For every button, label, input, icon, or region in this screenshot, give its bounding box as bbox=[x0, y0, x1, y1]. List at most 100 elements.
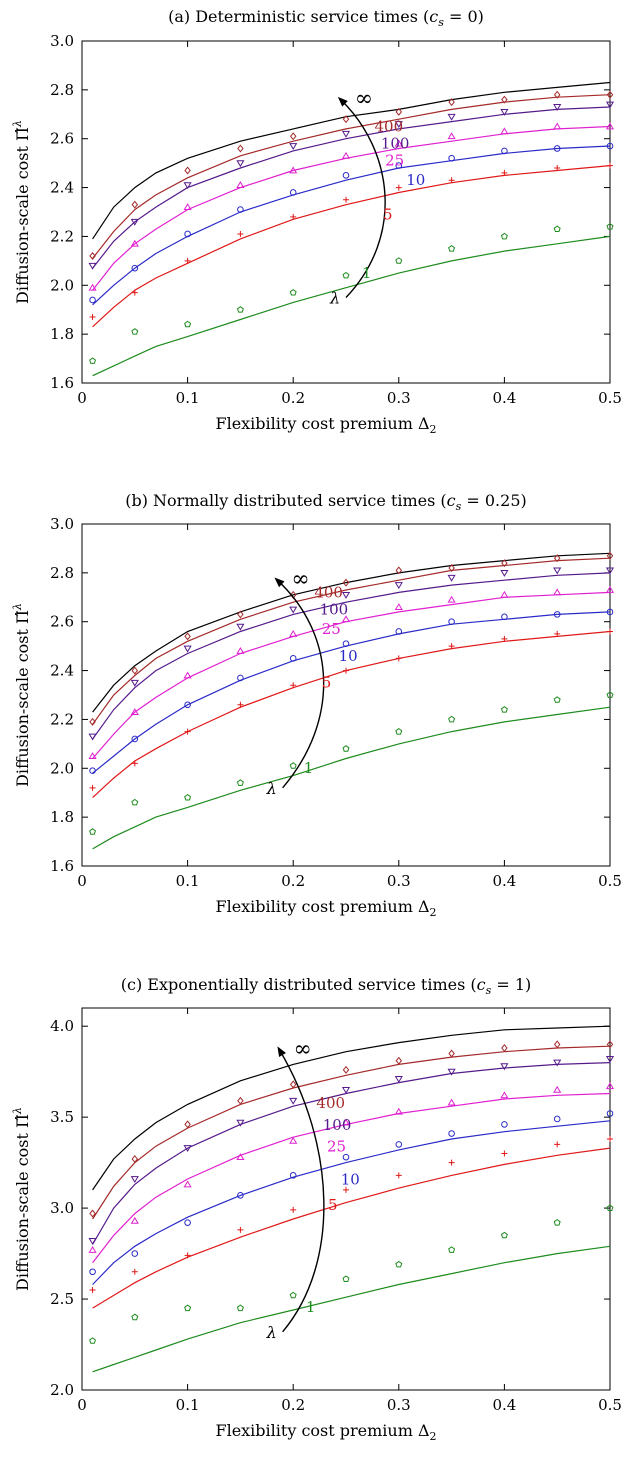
marker-25 bbox=[183, 671, 192, 679]
x-tick-label: 0.2 bbox=[281, 389, 305, 407]
arrow-label-lambda: λ bbox=[266, 779, 277, 798]
direction-arrow bbox=[278, 1049, 325, 1333]
y-tick-label: 2.0 bbox=[50, 1381, 74, 1399]
series-label-1: 1 bbox=[362, 264, 372, 282]
series-label-5: 5 bbox=[322, 674, 332, 692]
marker-5 bbox=[395, 655, 402, 662]
marker-400 bbox=[395, 107, 403, 116]
marker-1 bbox=[553, 1218, 561, 1226]
x-tick-label: 0.5 bbox=[598, 1396, 621, 1414]
marker-100 bbox=[605, 1056, 615, 1063]
marker-25 bbox=[553, 122, 562, 130]
marker-10 bbox=[342, 172, 350, 179]
marker-25 bbox=[183, 203, 192, 211]
marker-25 bbox=[289, 1136, 298, 1144]
series-line-10 bbox=[92, 145, 611, 306]
marker-400 bbox=[89, 717, 96, 726]
y-tick-label: 4.0 bbox=[50, 1017, 74, 1035]
marker-400 bbox=[448, 563, 455, 572]
marker-25 bbox=[394, 1107, 403, 1115]
chart-title: (a) Deterministic service times (cs = 0) bbox=[168, 7, 484, 29]
marker-400 bbox=[342, 115, 350, 124]
y-tick-label: 2.4 bbox=[50, 179, 74, 197]
marker-10 bbox=[606, 1110, 614, 1117]
marker-5 bbox=[501, 635, 508, 642]
marker-5 bbox=[89, 1286, 96, 1293]
marker-10 bbox=[553, 1115, 561, 1123]
marker-5 bbox=[343, 196, 349, 203]
series-line-10 bbox=[92, 611, 611, 774]
marker-1 bbox=[342, 271, 350, 279]
y-tick-label: 2.6 bbox=[50, 613, 74, 631]
series-label-1: 1 bbox=[306, 1298, 316, 1316]
y-axis-label: Diffusion-scale cost Π̂λ bbox=[11, 1107, 32, 1291]
marker-100 bbox=[605, 101, 615, 109]
x-tick-label: 0.4 bbox=[492, 872, 516, 890]
marker-400 bbox=[89, 1209, 96, 1218]
marker-25 bbox=[605, 585, 615, 593]
marker-100 bbox=[183, 182, 192, 190]
arrow-label-infinity: ∞ bbox=[355, 87, 373, 112]
series-line-1 bbox=[92, 706, 611, 850]
y-tick-label: 2.0 bbox=[50, 759, 74, 777]
marker-1 bbox=[448, 1246, 456, 1253]
marker-1 bbox=[289, 762, 297, 769]
marker-25 bbox=[394, 603, 403, 610]
marker-25 bbox=[500, 127, 509, 135]
marker-1 bbox=[448, 244, 456, 252]
marker-1 bbox=[131, 1313, 139, 1321]
arrowhead bbox=[337, 96, 348, 107]
marker-100 bbox=[394, 582, 403, 590]
marker-25 bbox=[341, 615, 351, 623]
series-line-100 bbox=[92, 572, 611, 740]
series-line-5 bbox=[92, 1147, 611, 1309]
marker-25 bbox=[183, 1180, 192, 1188]
x-axis-label: Flexibility cost premium Δ2 bbox=[215, 414, 436, 436]
marker-5 bbox=[448, 177, 455, 184]
marker-100 bbox=[553, 567, 562, 575]
marker-1 bbox=[606, 691, 614, 698]
marker-10 bbox=[89, 296, 96, 304]
series-line-400 bbox=[92, 557, 611, 725]
marker-1 bbox=[184, 320, 192, 328]
series-line-1 bbox=[92, 235, 611, 377]
marker-400 bbox=[342, 1065, 350, 1074]
marker-5 bbox=[607, 162, 613, 169]
series-label-10: 10 bbox=[406, 171, 425, 189]
x-tick-label: 0.4 bbox=[492, 1396, 516, 1414]
series-label-5: 5 bbox=[328, 1196, 338, 1214]
marker-25 bbox=[236, 181, 245, 189]
x-tick-label: 0.1 bbox=[176, 389, 200, 407]
marker-25 bbox=[394, 139, 403, 147]
marker-25 bbox=[605, 1082, 615, 1090]
marker-25 bbox=[88, 283, 97, 291]
y-axis-label: Diffusion-scale cost Π̂λ bbox=[11, 120, 32, 304]
marker-400 bbox=[395, 566, 403, 575]
series-line-100 bbox=[92, 1062, 611, 1245]
x-tick-label: 0.3 bbox=[387, 872, 411, 890]
marker-1 bbox=[395, 1260, 403, 1268]
direction-arrow bbox=[276, 579, 325, 789]
marker-1 bbox=[236, 779, 244, 786]
y-tick-label: 1.6 bbox=[50, 857, 74, 875]
y-tick-label: 1.6 bbox=[50, 374, 74, 392]
y-tick-label: 2.2 bbox=[50, 227, 74, 245]
marker-10 bbox=[131, 1250, 139, 1257]
x-tick-label: 0.5 bbox=[598, 872, 621, 890]
panel-c: (c) Exponentially distributed service ti… bbox=[11, 975, 621, 1443]
marker-10 bbox=[448, 618, 455, 626]
marker-25 bbox=[289, 629, 298, 637]
marker-1 bbox=[131, 328, 139, 335]
marker-100 bbox=[130, 1176, 139, 1183]
marker-10 bbox=[237, 1192, 244, 1199]
x-tick-label: 0.1 bbox=[176, 872, 200, 890]
marker-100 bbox=[289, 1097, 298, 1105]
x-axis-label: Flexibility cost premium Δ2 bbox=[215, 1421, 436, 1443]
marker-400 bbox=[237, 610, 244, 619]
marker-100 bbox=[183, 1145, 192, 1153]
series-label-10: 10 bbox=[341, 1170, 360, 1188]
marker-1 bbox=[236, 306, 244, 313]
marker-5 bbox=[554, 1141, 561, 1148]
marker-100 bbox=[447, 574, 456, 582]
marker-10 bbox=[501, 613, 508, 621]
